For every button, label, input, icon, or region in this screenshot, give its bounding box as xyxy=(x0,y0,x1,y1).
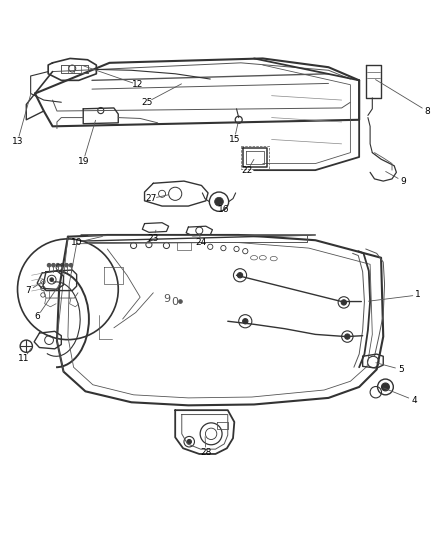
Text: 15: 15 xyxy=(229,135,240,144)
Text: 19: 19 xyxy=(78,157,89,166)
Text: 25: 25 xyxy=(141,98,152,107)
Circle shape xyxy=(243,319,248,324)
Circle shape xyxy=(52,263,55,267)
Text: 8: 8 xyxy=(424,107,430,116)
Circle shape xyxy=(65,263,68,267)
Text: 12: 12 xyxy=(132,80,144,89)
Text: 16: 16 xyxy=(218,205,229,214)
Text: 23: 23 xyxy=(148,233,159,243)
Text: 4: 4 xyxy=(411,395,417,405)
Circle shape xyxy=(47,263,51,267)
Circle shape xyxy=(179,300,182,303)
Text: 0: 0 xyxy=(171,297,178,308)
Text: 9: 9 xyxy=(400,176,406,185)
Text: 27: 27 xyxy=(145,194,157,203)
Circle shape xyxy=(345,334,350,339)
Text: 28: 28 xyxy=(200,448,212,457)
Text: 7: 7 xyxy=(25,286,32,295)
Circle shape xyxy=(381,383,389,391)
Circle shape xyxy=(56,263,60,267)
Circle shape xyxy=(215,197,223,206)
Text: 5: 5 xyxy=(398,365,404,374)
Circle shape xyxy=(237,273,243,278)
Circle shape xyxy=(69,263,73,267)
Text: 9: 9 xyxy=(163,294,170,304)
Circle shape xyxy=(341,300,346,305)
Text: 22: 22 xyxy=(242,166,253,175)
Text: 24: 24 xyxy=(196,238,207,247)
Text: 1: 1 xyxy=(415,290,421,300)
Text: 10: 10 xyxy=(71,238,82,247)
Circle shape xyxy=(60,263,64,267)
Text: 13: 13 xyxy=(12,137,23,146)
Text: 11: 11 xyxy=(18,354,30,363)
Circle shape xyxy=(50,278,53,281)
Circle shape xyxy=(187,440,191,444)
Text: 6: 6 xyxy=(34,312,40,321)
